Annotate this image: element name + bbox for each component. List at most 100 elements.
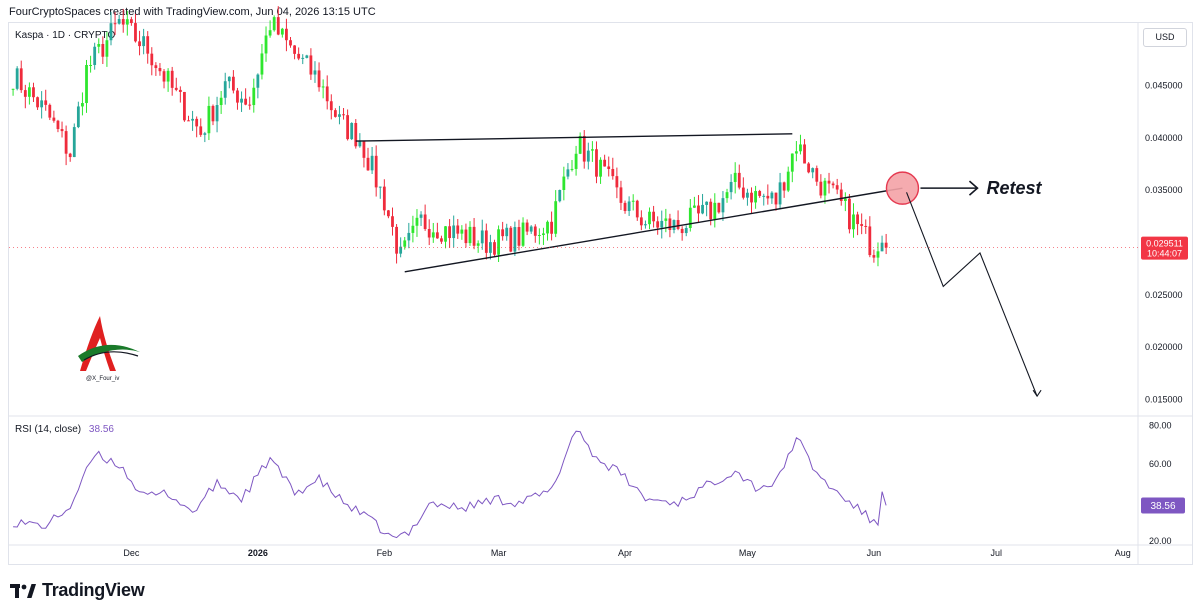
candle-body: [843, 198, 847, 201]
candle-body: [203, 133, 207, 135]
candle-body: [684, 228, 688, 234]
candle-body: [134, 23, 137, 42]
candle-body: [370, 155, 374, 171]
last-price-value: 0.029511: [1146, 239, 1183, 249]
candle-body: [860, 224, 864, 226]
candle-body: [60, 129, 64, 132]
time-axis-tick: Feb: [377, 548, 393, 558]
time-axis-tick: Dec: [123, 548, 140, 558]
candle-body: [660, 220, 664, 228]
candle-body: [444, 226, 447, 242]
candle-body: [362, 140, 366, 158]
candle-body: [627, 201, 631, 212]
candle-body: [256, 74, 260, 88]
candle-body: [227, 76, 231, 82]
rsi-value-badge[interactable]: [1141, 497, 1185, 514]
candle-body: [648, 211, 651, 225]
rsi-current-value: 38.56: [88, 424, 114, 435]
candle-body: [419, 214, 423, 218]
candle-body: [89, 64, 92, 66]
retest-label[interactable]: Retest: [986, 178, 1042, 198]
candle-body: [529, 226, 533, 232]
author-logo: @X_Four_iv: [78, 316, 140, 382]
candle-body: [668, 218, 672, 230]
candle-body: [582, 135, 586, 162]
candle-body: [623, 202, 627, 212]
currency-button[interactable]: USD: [1143, 28, 1187, 47]
logo-black-swoosh: [83, 351, 139, 361]
candle-body: [125, 19, 129, 25]
time-axis-tick: Jul: [991, 548, 1003, 558]
retest-circle[interactable]: [885, 171, 920, 205]
candle-body: [472, 226, 476, 246]
candle-body: [142, 36, 146, 47]
candle-body: [81, 103, 84, 107]
candle-body: [566, 169, 570, 177]
candle-body: [737, 172, 741, 188]
candle-body: [652, 211, 655, 222]
candle-body: [382, 186, 386, 211]
candle-body: [550, 221, 554, 234]
candle-body: [827, 180, 831, 184]
candle-body: [354, 123, 358, 147]
candle-body: [872, 255, 876, 258]
candle-body: [44, 100, 48, 105]
candle-body: [839, 189, 843, 201]
chart-frame: [8, 22, 1193, 565]
candle-body: [15, 68, 19, 89]
candle-body: [868, 226, 872, 256]
candle-body: [815, 168, 819, 182]
last-price-badge[interactable]: [1141, 236, 1188, 260]
candle-body: [476, 243, 480, 246]
candle-body: [423, 214, 427, 230]
time-axis-tick: Aug: [1115, 548, 1131, 558]
candle-body: [611, 168, 615, 177]
symbol-title[interactable]: Kaspa · 1D · CRYPTO: [15, 30, 116, 41]
price-axis-tick: 0.020000: [1145, 342, 1183, 352]
price-axis-tick: 0.045000: [1145, 81, 1183, 91]
tradingview-logo-icon: [10, 583, 36, 598]
candle-body: [823, 180, 827, 196]
support-trendline[interactable]: [404, 187, 903, 273]
candle-body: [456, 225, 460, 234]
candle-body: [701, 204, 704, 214]
candle-body: [542, 233, 545, 236]
candle-body: [754, 191, 757, 203]
tradingview-footer[interactable]: TradingView: [10, 580, 145, 601]
candle-body: [150, 53, 154, 66]
rsi-line[interactable]: [13, 430, 887, 539]
candle-body: [766, 195, 770, 199]
candle-body: [884, 242, 888, 248]
projection-path[interactable]: [906, 192, 1038, 397]
price-axis-tick: 0.025000: [1145, 290, 1183, 300]
candle-body: [876, 251, 880, 258]
candle-body: [562, 176, 566, 190]
projection-arrowhead: [1032, 389, 1042, 398]
candle-body: [117, 19, 121, 24]
candle-body: [709, 201, 713, 220]
candle-body: [713, 202, 717, 220]
candle-body: [121, 19, 125, 25]
candle-body: [831, 183, 835, 186]
candle-body: [615, 176, 619, 188]
candle-body: [338, 114, 341, 117]
candle-body: [644, 224, 647, 226]
candle-body: [799, 144, 802, 152]
candle-body: [309, 55, 313, 75]
candle-body: [174, 87, 178, 90]
candle-body: [199, 126, 203, 135]
candle-body: [431, 232, 435, 238]
candle-body: [619, 187, 623, 203]
candle-body: [794, 151, 798, 154]
resistance-trendline[interactable]: [355, 133, 793, 142]
candle-body: [162, 71, 166, 82]
candle-body: [411, 225, 415, 233]
candle-body: [27, 87, 31, 97]
candle-body: [93, 46, 97, 65]
candle-body: [289, 40, 292, 46]
candle-body: [166, 70, 170, 82]
candle-body: [11, 88, 15, 90]
rsi-title[interactable]: RSI (14, close) 38.56: [15, 424, 114, 435]
candle-body: [574, 153, 578, 169]
